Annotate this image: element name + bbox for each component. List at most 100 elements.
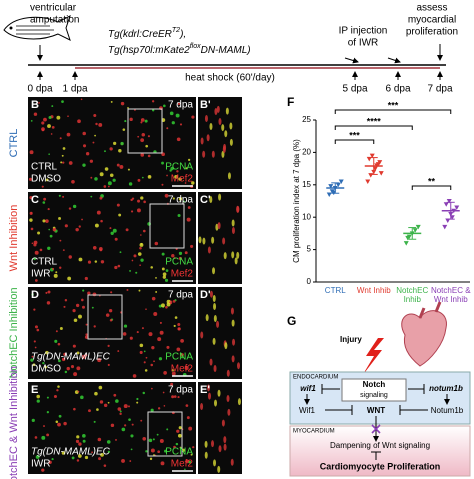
cell-dot	[41, 435, 46, 440]
cell-dot	[41, 468, 45, 472]
cell-dot	[93, 420, 96, 423]
cell-dot	[46, 411, 50, 414]
cell-dot	[231, 251, 235, 259]
cell-dot	[31, 355, 34, 358]
cell-dot	[207, 246, 211, 254]
cell-dot	[129, 460, 132, 462]
cell-dot	[222, 146, 226, 154]
cell-dot	[113, 393, 117, 397]
cell-dot	[157, 337, 162, 342]
cell-dot	[29, 196, 33, 200]
cell-dot	[172, 197, 175, 200]
cell-dot	[73, 372, 78, 377]
cell-dot	[76, 351, 80, 355]
cell-dot	[78, 225, 81, 228]
panel-letter: E'	[200, 384, 210, 396]
cell-dot	[174, 316, 178, 319]
x-tick-label: Wnt Inhib	[356, 286, 391, 295]
cell-dot	[184, 251, 188, 255]
x-tick-label: NotchEC Inhib	[396, 286, 429, 304]
cell-dot	[177, 396, 180, 399]
data-point	[378, 171, 384, 176]
cell-dot	[42, 201, 46, 204]
cell-dot	[31, 418, 35, 422]
cell-dot	[125, 228, 129, 232]
cell-dot	[88, 409, 91, 413]
cell-dot	[52, 267, 55, 271]
cell-dot	[204, 115, 208, 123]
cell-dot	[157, 450, 161, 454]
condition-label: DMSO	[31, 174, 61, 185]
cell-dot	[63, 305, 66, 308]
cell-dot	[169, 169, 172, 172]
cell-dot	[214, 108, 218, 116]
cell-dot	[91, 306, 94, 309]
protein-label: Wif1	[299, 406, 316, 415]
cell-dot	[90, 176, 93, 179]
cell-dot	[159, 330, 164, 335]
cell-dot	[165, 306, 168, 309]
stain-label: PCNA	[165, 352, 193, 363]
cell-dot	[130, 210, 134, 213]
heat-shock-label: heat shock (60'/day)	[185, 73, 275, 84]
y-tick-label: 0	[307, 277, 312, 286]
cell-dot	[43, 425, 45, 428]
arrow	[387, 57, 401, 64]
cell-dot	[177, 213, 181, 218]
cell-dot	[68, 161, 73, 165]
inset-box	[87, 294, 123, 340]
cell-dot	[118, 149, 122, 153]
cell-dot	[32, 363, 36, 367]
cell-dot	[83, 144, 87, 148]
cell-dot	[151, 109, 155, 112]
cell-dot	[171, 369, 174, 372]
data-point	[446, 199, 452, 204]
cell-dot	[161, 252, 165, 256]
cell-dot	[213, 314, 217, 322]
cell-dot	[46, 433, 50, 437]
cell-dot	[124, 424, 127, 427]
cell-dot	[227, 172, 231, 180]
cell-dot	[92, 292, 97, 297]
cell-dot	[117, 350, 120, 353]
cell-dot	[47, 124, 51, 128]
cell-dot	[58, 194, 61, 197]
assess-label: assess	[416, 3, 447, 14]
cell-dot	[213, 459, 217, 467]
cell-dot	[163, 104, 166, 108]
cell-dot	[109, 147, 113, 151]
cell-dot	[141, 176, 144, 179]
cell-dot	[129, 117, 133, 122]
cell-dot	[104, 150, 106, 153]
cell-dot	[55, 271, 58, 274]
cell-dot	[57, 385, 60, 388]
myocardium-box	[289, 425, 471, 477]
panel-letter: C'	[200, 194, 211, 206]
cell-dot	[38, 101, 40, 104]
cell-dot	[232, 338, 236, 346]
cell-dot	[236, 205, 240, 213]
cell-dot	[48, 228, 51, 231]
cell-dot	[41, 185, 44, 188]
cell-dot	[117, 264, 121, 268]
cell-dot	[156, 433, 159, 436]
cell-dot	[153, 360, 155, 363]
cell-dot	[112, 228, 117, 233]
cell-dot	[85, 323, 88, 326]
gene-label: wif1	[300, 384, 316, 393]
cell-dot	[62, 249, 65, 252]
panel-letter: G	[287, 314, 296, 328]
cell-dot	[45, 219, 49, 223]
cell-dot	[29, 150, 34, 155]
cell-dot	[209, 290, 213, 298]
cell-dot	[137, 252, 142, 256]
cell-dot	[217, 389, 221, 397]
cell-dot	[100, 260, 105, 264]
cell-dot	[150, 266, 153, 269]
cell-dot	[105, 313, 110, 317]
cell-dot	[192, 446, 195, 449]
cell-dot	[55, 420, 59, 424]
cell-dot	[227, 408, 231, 416]
cell-dot	[73, 407, 76, 411]
cell-dot	[202, 237, 206, 245]
